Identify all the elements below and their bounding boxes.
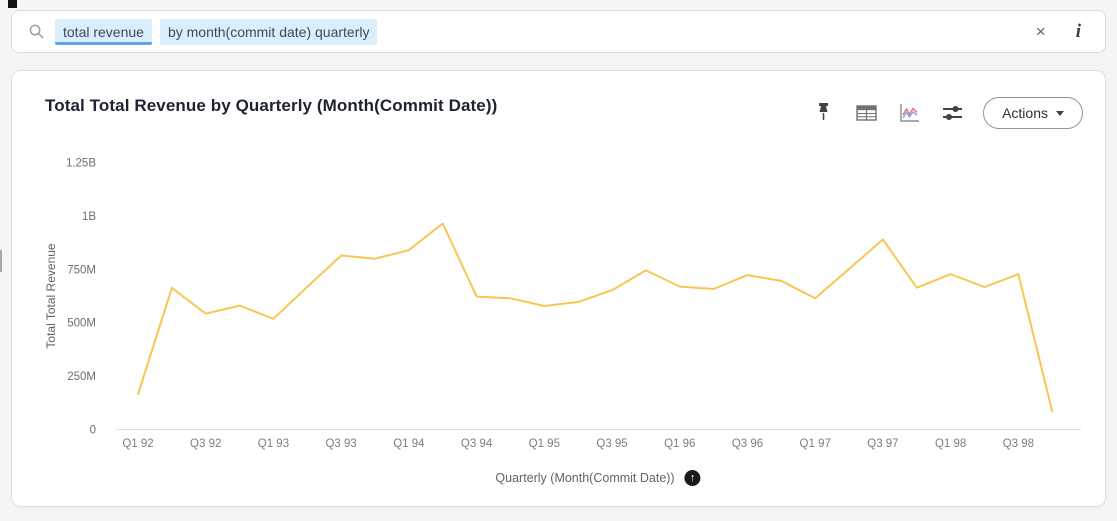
- line-chart[interactable]: 1.25B 1B 750M 500M 250M 0 Q1 92 Q3 92 Q1 93 Q3 93…: [12, 71, 1105, 466]
- clear-search-button[interactable]: ×: [1035, 22, 1046, 41]
- x-tick-label: Q3 92: [190, 438, 221, 450]
- answer-card: Total Total Revenue by Quarterly (Month(…: [11, 70, 1106, 507]
- clipped-window-icon-artifact: [8, 0, 17, 8]
- table-view-button[interactable]: [854, 101, 878, 125]
- x-tick-label: Q3 98: [1003, 438, 1034, 450]
- chart-title: Total Total Revenue by Quarterly (Month(…: [45, 96, 498, 115]
- chart-toolbar: Actions: [811, 96, 1083, 130]
- x-tick-label: Q1 98: [935, 438, 966, 450]
- y-axis-title: Total Total Revenue: [44, 243, 58, 349]
- revenue-line-series[interactable]: [137, 222, 1054, 413]
- x-tick-label: Q3 95: [596, 438, 627, 450]
- sliders-icon: [942, 106, 962, 120]
- info-button[interactable]: i: [1075, 21, 1081, 42]
- x-tick-label: Q1 94: [393, 438, 425, 450]
- y-tick-label: 0: [90, 424, 96, 436]
- x-tick-label: Q3 97: [867, 438, 898, 450]
- search-token-grouping[interactable]: by month(commit date) quarterly: [159, 18, 378, 45]
- table-icon: [855, 105, 877, 121]
- y-tick-label: 750M: [67, 264, 96, 276]
- left-edge-scrollbar-artifact: [0, 250, 2, 272]
- chevron-down-icon: [1056, 110, 1064, 116]
- x-axis-title-group: Quarterly (Month(Commit Date)) ↑: [495, 470, 701, 486]
- x-tick-label: Q3 93: [325, 438, 356, 450]
- search-token-measure[interactable]: total revenue: [55, 18, 152, 45]
- x-axis-title: Quarterly (Month(Commit Date)): [495, 471, 675, 485]
- actions-button[interactable]: Actions: [983, 97, 1083, 129]
- pin-button[interactable]: [811, 101, 835, 125]
- x-tick-label: Q3 96: [732, 438, 763, 450]
- search-bar[interactable]: total revenue by month(commit date) quar…: [11, 10, 1106, 53]
- x-tick-label: Q1 97: [800, 438, 831, 450]
- actions-button-label: Actions: [1002, 105, 1048, 121]
- line-chart-icon: [899, 104, 919, 122]
- x-tick-label: Q1 93: [258, 438, 289, 450]
- y-tick-label: 1.25B: [66, 158, 96, 170]
- chart-view-button[interactable]: [897, 101, 921, 125]
- x-tick-label: Q1 92: [122, 438, 153, 450]
- search-icon: [29, 24, 44, 39]
- x-tick-label: Q1 95: [529, 438, 560, 450]
- pin-icon: [818, 103, 828, 120]
- drill-up-button[interactable]: ↑: [684, 470, 701, 486]
- configure-button[interactable]: [940, 101, 964, 125]
- y-tick-label: 1B: [82, 211, 96, 223]
- y-tick-label: 500M: [67, 318, 96, 330]
- x-tick-label: Q1 96: [664, 438, 695, 450]
- x-tick-label: Q3 94: [461, 438, 493, 450]
- y-tick-label: 250M: [67, 371, 96, 383]
